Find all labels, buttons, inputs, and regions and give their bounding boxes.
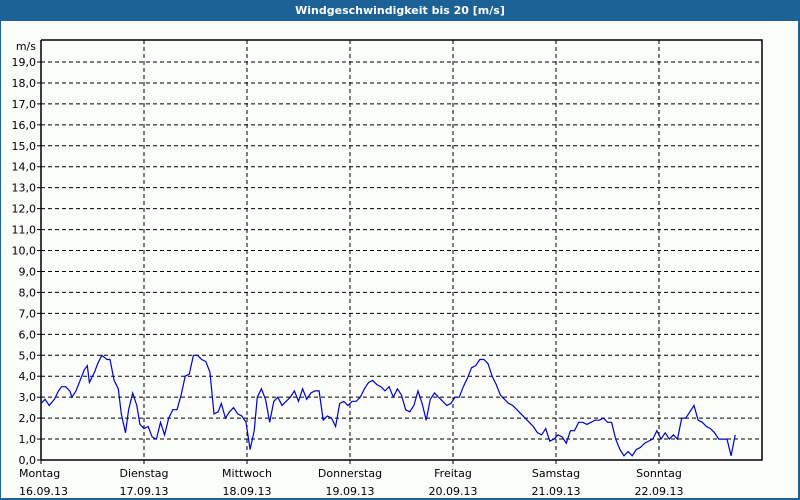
- y-tick-label: 10,0: [12, 245, 37, 258]
- y-tick-label: 3,0: [19, 391, 37, 404]
- plot-frame: [40, 39, 763, 461]
- x-tick-day: Freitag: [434, 467, 472, 480]
- y-tick-label: 17,0: [12, 98, 37, 111]
- y-tick-label: 8,0: [19, 286, 37, 299]
- y-tick-label: 6,0: [19, 328, 37, 341]
- y-tick-label: 19,0: [12, 56, 37, 69]
- x-tick-day: Mittwoch: [222, 467, 272, 480]
- x-tick-day: Sonntag: [636, 467, 682, 480]
- x-tick-day: Dienstag: [119, 467, 168, 480]
- y-tick-label: 0,0: [19, 454, 37, 467]
- wind-speed-line: [40, 354, 736, 457]
- y-tick-label: 12,0: [12, 203, 37, 216]
- y-tick-label: 4,0: [19, 370, 37, 383]
- x-tick-day: Donnerstag: [318, 467, 382, 480]
- y-tick-label: 9,0: [19, 265, 37, 278]
- x-tick-date: 17.09.13: [120, 485, 169, 498]
- y-tick-label: 18,0: [12, 77, 37, 90]
- y-tick-label: 13,0: [12, 182, 37, 195]
- x-tick-date: 22.09.13: [635, 485, 684, 498]
- x-tick-date: 19.09.13: [326, 485, 375, 498]
- x-tick-date: 16.09.13: [19, 485, 68, 498]
- y-axis-unit: m/s: [16, 40, 36, 53]
- x-tick-day: Montag: [19, 467, 60, 480]
- x-tick-date: 21.09.13: [532, 485, 581, 498]
- y-tick-label: 15,0: [12, 140, 37, 153]
- y-tick-label: 2,0: [19, 412, 37, 425]
- y-tick-label: 1,0: [19, 433, 37, 446]
- x-tick-day: Samstag: [532, 467, 580, 480]
- y-tick-label: 11,0: [12, 224, 37, 237]
- y-tick-label: 16,0: [12, 119, 37, 132]
- y-tick-label: 5,0: [19, 349, 37, 362]
- chart-title: Windgeschwindigkeit bis 20 [m/s]: [0, 0, 800, 21]
- x-tick-date: 18.09.13: [223, 485, 272, 498]
- y-tick-label: 14,0: [12, 161, 37, 174]
- y-tick-label: 7,0: [19, 307, 37, 320]
- x-tick-date: 20.09.13: [429, 485, 478, 498]
